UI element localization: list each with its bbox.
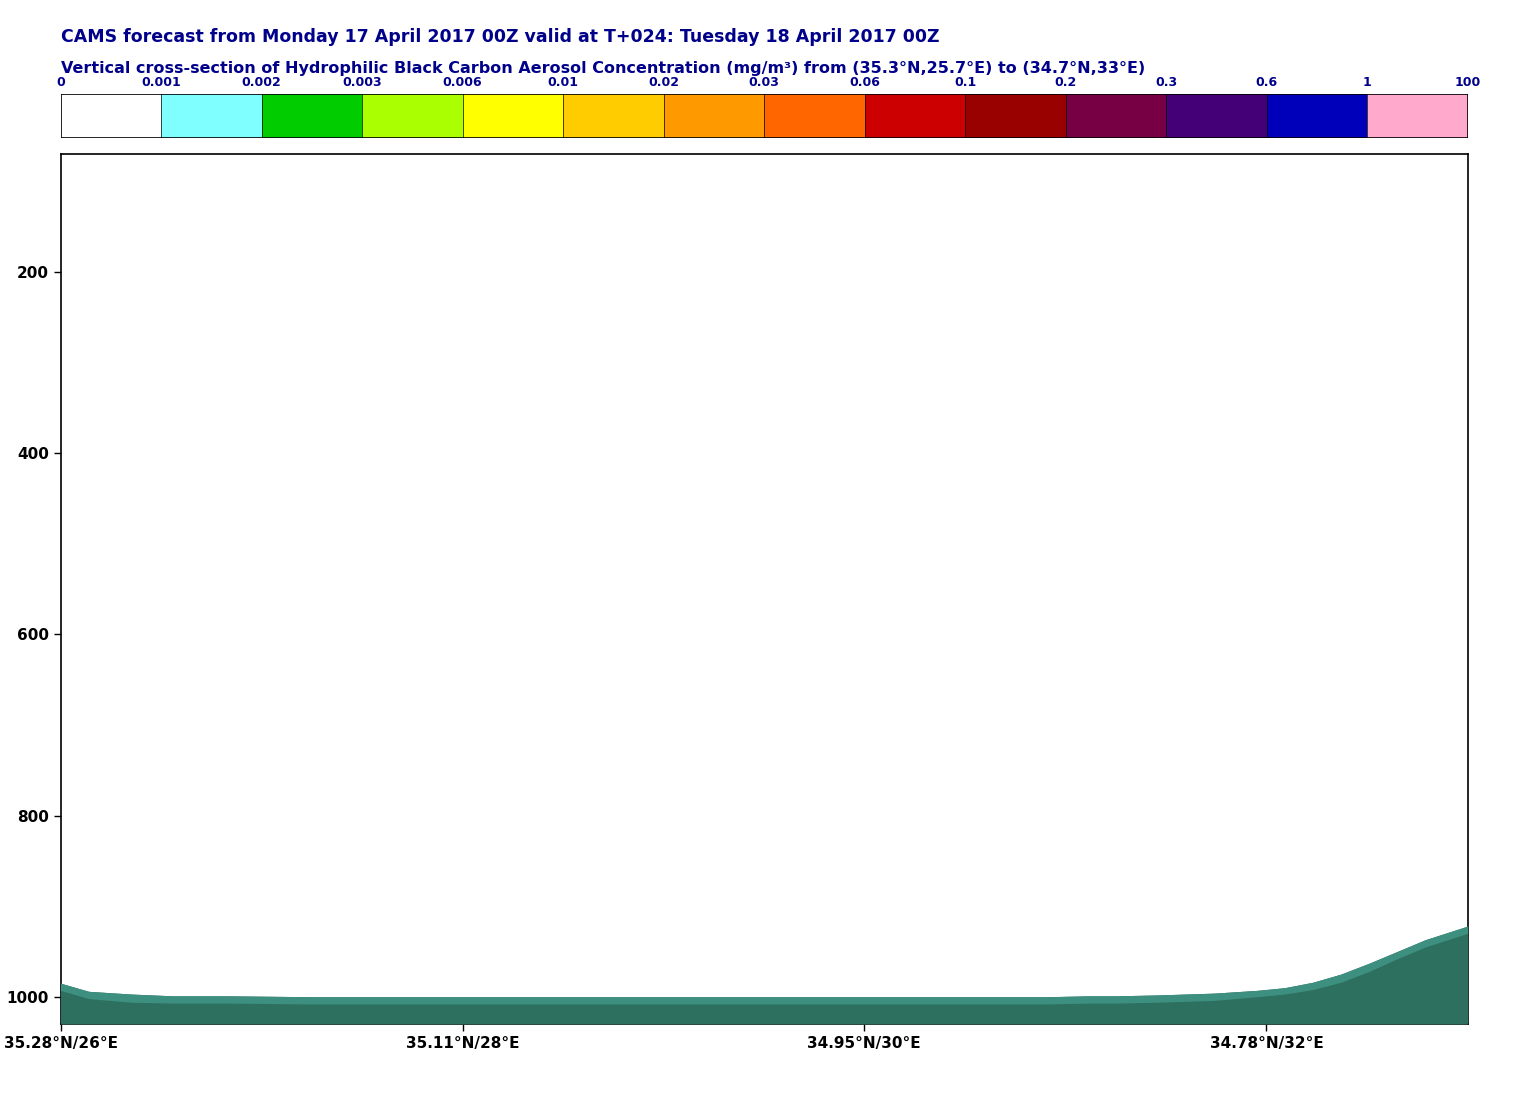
Text: 1: 1 bbox=[1363, 76, 1371, 89]
Text: 0.3: 0.3 bbox=[1154, 76, 1177, 89]
Text: 0.006: 0.006 bbox=[443, 76, 483, 89]
Bar bbox=[1167, 94, 1266, 138]
Text: 0.1: 0.1 bbox=[955, 76, 976, 89]
Bar bbox=[1266, 94, 1368, 138]
Text: 0: 0 bbox=[56, 76, 65, 89]
Bar bbox=[965, 94, 1065, 138]
Text: 0.03: 0.03 bbox=[749, 76, 779, 89]
Text: 0.6: 0.6 bbox=[1256, 76, 1277, 89]
Text: CAMS forecast from Monday 17 April 2017 00Z valid at T+024: Tuesday 18 April 201: CAMS forecast from Monday 17 April 2017 … bbox=[61, 28, 940, 45]
Text: 0.003: 0.003 bbox=[342, 76, 381, 89]
Text: 0.01: 0.01 bbox=[548, 76, 578, 89]
Bar bbox=[1368, 94, 1468, 138]
Text: 0.06: 0.06 bbox=[849, 76, 881, 89]
Bar bbox=[1065, 94, 1167, 138]
Bar bbox=[463, 94, 563, 138]
Text: Vertical cross-section of Hydrophilic Black Carbon Aerosol Concentration (mg/m³): Vertical cross-section of Hydrophilic Bl… bbox=[61, 61, 1145, 76]
Bar bbox=[160, 94, 262, 138]
Bar bbox=[362, 94, 463, 138]
Bar bbox=[664, 94, 764, 138]
Bar bbox=[262, 94, 362, 138]
Text: 0.001: 0.001 bbox=[141, 76, 182, 89]
Text: 0.02: 0.02 bbox=[648, 76, 679, 89]
Bar bbox=[61, 94, 160, 138]
Text: 0.002: 0.002 bbox=[242, 76, 281, 89]
Bar bbox=[864, 94, 965, 138]
Text: 0.2: 0.2 bbox=[1055, 76, 1077, 89]
Bar bbox=[764, 94, 864, 138]
Bar bbox=[563, 94, 664, 138]
Text: 100: 100 bbox=[1454, 76, 1481, 89]
